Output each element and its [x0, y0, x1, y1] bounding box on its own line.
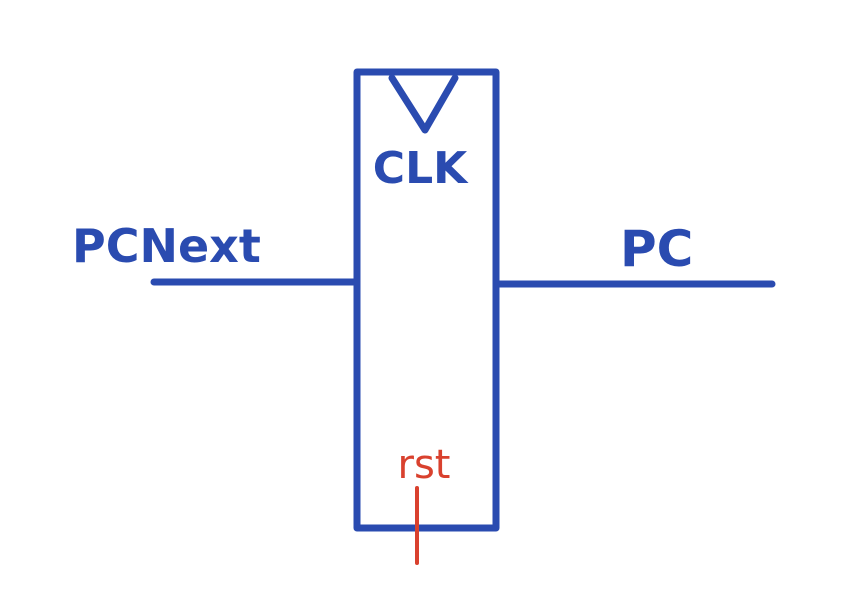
- input-label: PCNext: [72, 219, 261, 273]
- output-label: PC: [620, 220, 693, 278]
- clock-edge-icon: [388, 74, 459, 134]
- reset-label: rst: [398, 442, 451, 488]
- register-box: [353, 68, 500, 532]
- clock-label: CLK: [373, 143, 469, 194]
